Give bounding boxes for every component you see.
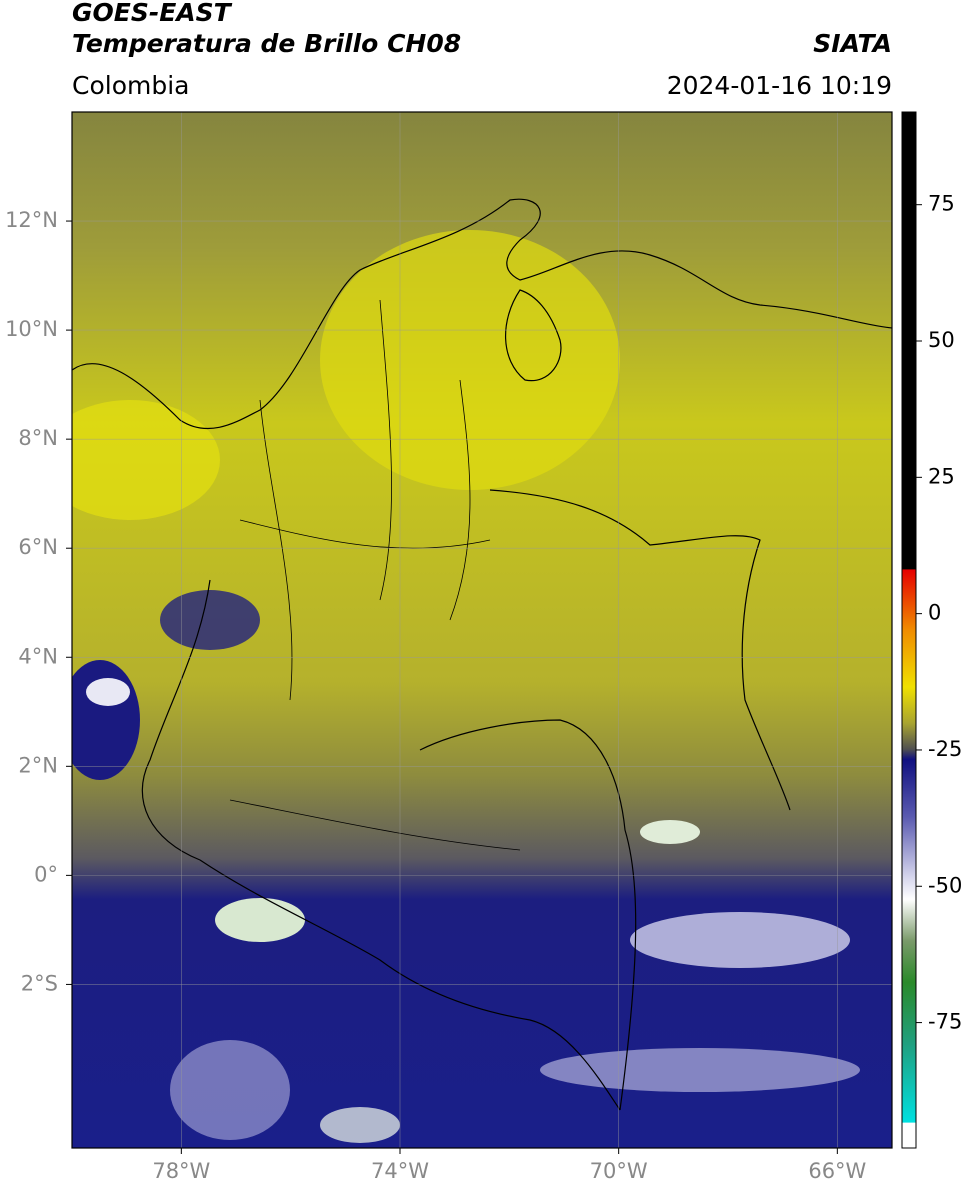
colorbar-tick-label: -25	[928, 737, 962, 761]
cloud	[170, 1040, 290, 1140]
lat-tick-label: 6°N	[18, 535, 58, 559]
lon-tick-label: 70°W	[590, 1159, 648, 1183]
title: GOES-EAST	[72, 0, 233, 27]
cloud	[215, 898, 305, 942]
region: Colombia	[72, 71, 189, 100]
border	[141, 579, 621, 1111]
lat-tick-label: 2°S	[21, 971, 58, 995]
lake-maracaibo	[504, 289, 562, 382]
colorbar-tick-label: 50	[928, 328, 955, 352]
lon-tick-label: 66°W	[808, 1159, 866, 1183]
cloud	[86, 678, 130, 706]
cloud	[640, 820, 700, 844]
datetime: 2024-01-16 10:19	[667, 71, 892, 100]
source: SIATA	[813, 29, 892, 58]
colorbar-tick-label: 0	[928, 601, 941, 625]
lat-tick-label: 8°N	[18, 426, 58, 450]
lat-tick-label: 12°N	[5, 208, 58, 232]
cloud	[630, 912, 850, 968]
lat-tick-label: 4°N	[18, 644, 58, 668]
warm-area	[320, 230, 620, 490]
subtitle: Temperatura de Brillo CH08	[72, 29, 461, 58]
colorbar-tick-label: -50	[928, 873, 962, 897]
colorbar	[901, 111, 917, 1149]
lat-tick-label: 2°N	[18, 753, 58, 777]
cloud	[320, 1107, 400, 1143]
colorbar-tick-label: 75	[928, 192, 955, 216]
lon-tick-label: 78°W	[152, 1159, 210, 1183]
border	[419, 719, 637, 1111]
colorbar-tick-label: 25	[928, 464, 955, 488]
satellite-image	[72, 112, 892, 1148]
map-frame	[71, 111, 893, 1149]
lat-tick-label: 0°	[34, 862, 58, 886]
cloud	[540, 1048, 860, 1092]
border	[489, 489, 791, 811]
warm-area	[72, 400, 220, 520]
coastline	[72, 198, 892, 430]
colorbar-tick-label: -75	[928, 1010, 962, 1034]
lat-tick-label: 10°N	[5, 317, 58, 341]
lon-tick-label: 74°W	[371, 1159, 429, 1183]
cold-area	[160, 590, 260, 650]
department-border	[229, 299, 521, 851]
